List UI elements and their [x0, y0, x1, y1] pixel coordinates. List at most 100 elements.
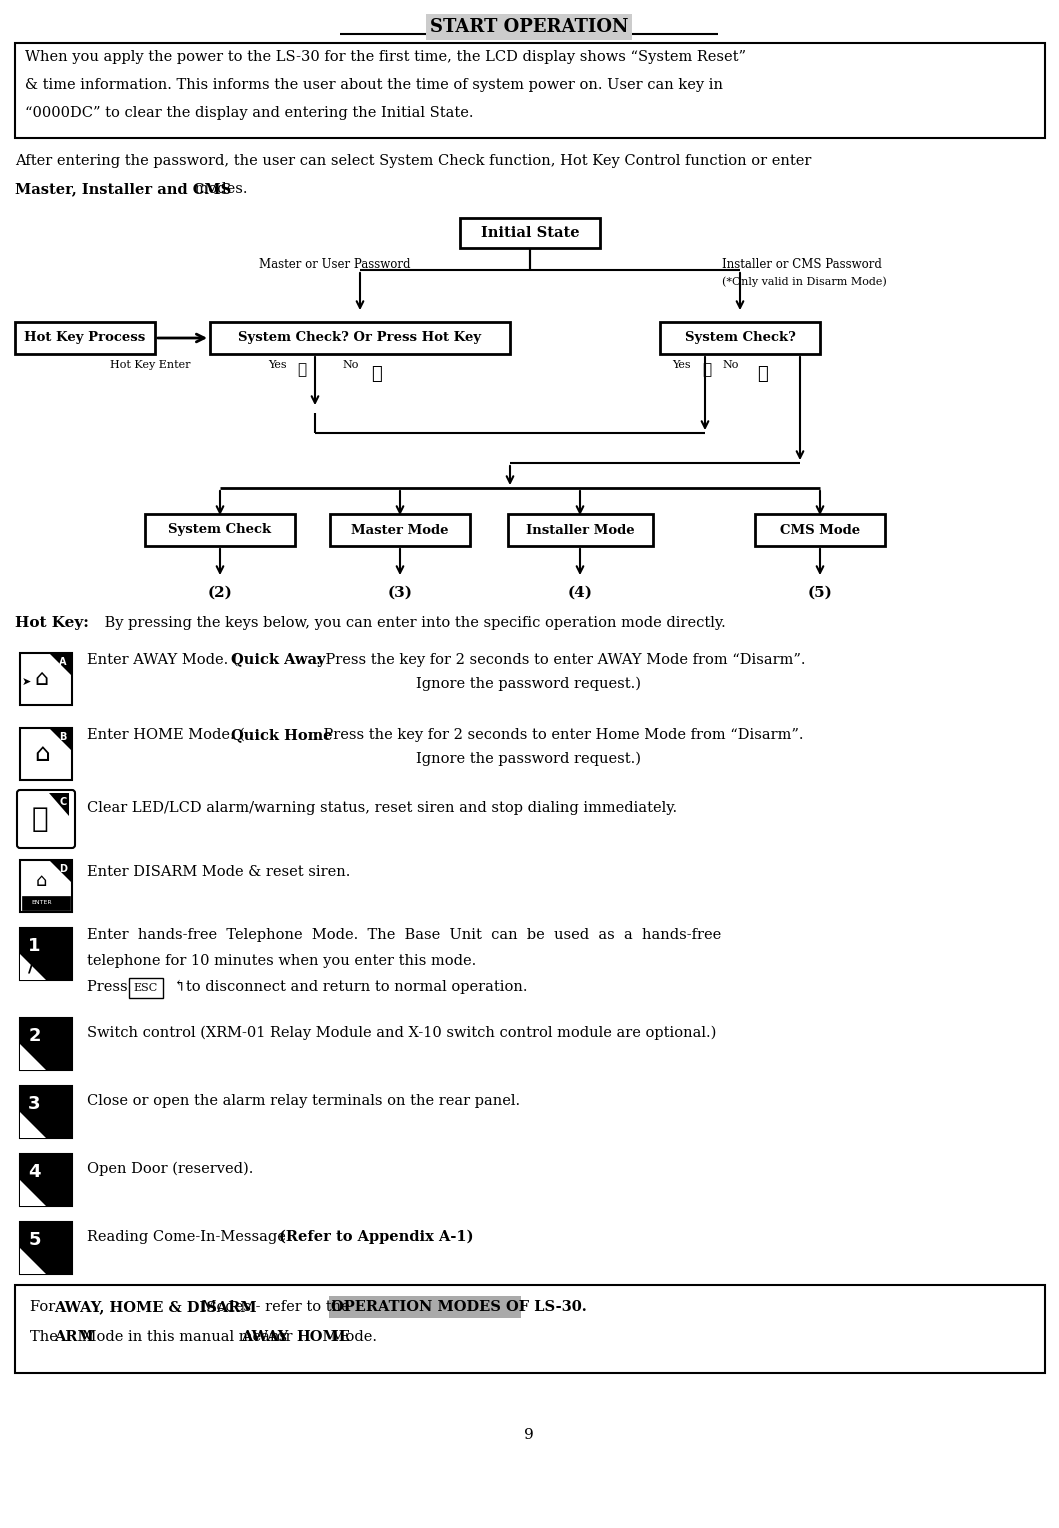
Text: ✘: ✘	[371, 365, 381, 384]
Text: OPERATION MODES OF LS-30.: OPERATION MODES OF LS-30.	[331, 1300, 587, 1314]
Text: ✓: ✓	[298, 364, 306, 377]
Text: By pressing the keys below, you can enter into the specific operation mode direc: By pressing the keys below, you can ente…	[100, 616, 725, 630]
Text: Hot Key:: Hot Key:	[15, 616, 89, 630]
Text: 1: 1	[29, 937, 41, 955]
Text: ↰to disconnect and return to normal operation.: ↰to disconnect and return to normal oper…	[169, 979, 527, 995]
Polygon shape	[20, 1112, 46, 1138]
Text: ⌂: ⌂	[35, 669, 49, 689]
Text: Enter  hands-free  Telephone  Mode.  The  Base  Unit  can  be  used  as  a  hand: Enter hands-free Telephone Mode. The Bas…	[87, 927, 721, 941]
Text: Switch control (XRM-01 Relay Module and X-10 switch control module are optional.: Switch control (XRM-01 Relay Module and …	[87, 1025, 716, 1041]
Text: C: C	[59, 798, 67, 807]
Polygon shape	[49, 727, 72, 752]
Text: Enter DISARM Mode & reset siren.: Enter DISARM Mode & reset siren.	[87, 865, 351, 879]
Text: The: The	[30, 1329, 62, 1345]
Text: Close or open the alarm relay terminals on the rear panel.: Close or open the alarm relay terminals …	[87, 1094, 520, 1108]
Text: Open Door (reserved).: Open Door (reserved).	[87, 1161, 253, 1177]
Text: : Press the key for 2 seconds to enter Home Mode from “Disarm”.: : Press the key for 2 seconds to enter H…	[315, 727, 804, 743]
Text: Press: Press	[87, 979, 132, 995]
Polygon shape	[20, 1044, 46, 1070]
Text: When you apply the power to the LS-30 for the first time, the LCD display shows : When you apply the power to the LS-30 fo…	[25, 50, 746, 64]
Text: or: or	[271, 1329, 297, 1345]
Text: Initial State: Initial State	[481, 226, 579, 240]
Text: START OPERATION: START OPERATION	[430, 18, 628, 37]
Bar	[15, 43, 1045, 138]
Polygon shape	[49, 652, 72, 677]
Text: Reading Come-In-Message: Reading Come-In-Message	[87, 1230, 290, 1244]
Bar	[15, 1285, 1045, 1374]
Text: ⏸: ⏸	[32, 805, 48, 833]
Text: Hot Key Enter: Hot Key Enter	[110, 361, 191, 370]
Text: Enter AWAY Mode. (: Enter AWAY Mode. (	[87, 652, 238, 668]
Text: telephone for 10 minutes when you enter this mode.: telephone for 10 minutes when you enter …	[87, 953, 477, 969]
Text: 5: 5	[29, 1232, 41, 1250]
Text: System Check? Or Press Hot Key: System Check? Or Press Hot Key	[238, 332, 482, 344]
Text: (5): (5)	[808, 587, 832, 601]
Text: 9: 9	[524, 1429, 534, 1442]
Polygon shape	[49, 860, 72, 883]
Bar	[20, 652, 72, 704]
Bar	[20, 1154, 72, 1206]
Bar	[20, 727, 72, 779]
Text: (*Only valid in Disarm Mode): (*Only valid in Disarm Mode)	[722, 277, 886, 287]
Bar	[15, 322, 155, 354]
Bar	[145, 513, 295, 545]
Text: Clear LED/LCD alarm/warning status, reset siren and stop dialing immediately.: Clear LED/LCD alarm/warning status, rese…	[87, 801, 677, 814]
Text: 3: 3	[29, 1096, 41, 1114]
Text: System Check: System Check	[168, 524, 271, 536]
Text: Installer Mode: Installer Mode	[525, 524, 634, 536]
Text: (4): (4)	[568, 587, 592, 601]
Bar	[20, 860, 72, 912]
Text: Quick Away: Quick Away	[231, 652, 325, 668]
Text: : Press the key for 2 seconds to enter AWAY Mode from “Disarm”.: : Press the key for 2 seconds to enter A…	[316, 652, 806, 668]
Text: A: A	[59, 657, 67, 668]
Text: Mode.: Mode.	[326, 1329, 377, 1345]
Text: ⌂: ⌂	[36, 872, 48, 889]
Text: ➤: ➤	[21, 677, 31, 686]
Text: HOME: HOME	[297, 1329, 349, 1345]
Text: Hot Key Process: Hot Key Process	[24, 332, 146, 344]
Text: Yes: Yes	[672, 361, 690, 370]
Bar	[460, 219, 600, 248]
Text: No: No	[722, 361, 738, 370]
Text: ENTER: ENTER	[32, 900, 52, 906]
Text: For: For	[30, 1300, 60, 1314]
Text: 4: 4	[29, 1163, 41, 1181]
Text: Mode in this manual means: Mode in this manual means	[77, 1329, 291, 1345]
Text: Modes - refer to the: Modes - refer to the	[197, 1300, 355, 1314]
Text: ARM: ARM	[54, 1329, 94, 1345]
Text: ✘: ✘	[756, 365, 768, 384]
FancyBboxPatch shape	[17, 790, 75, 848]
Text: B: B	[59, 732, 67, 743]
Text: (2): (2)	[208, 587, 232, 601]
Text: Ignore the password request.): Ignore the password request.)	[416, 677, 642, 691]
Text: Yes: Yes	[268, 361, 287, 370]
Text: (Refer to Appendix A-1): (Refer to Appendix A-1)	[279, 1230, 473, 1244]
Bar	[129, 978, 163, 998]
Bar	[330, 513, 470, 545]
Text: Master, Installer and CMS: Master, Installer and CMS	[15, 182, 231, 196]
Text: CMS Mode: CMS Mode	[779, 524, 860, 536]
Text: ✓: ✓	[702, 364, 712, 377]
Text: After entering the password, the user can select System Check function, Hot Key : After entering the password, the user ca…	[15, 154, 811, 168]
Text: D: D	[58, 865, 67, 874]
Polygon shape	[49, 793, 69, 816]
Bar	[20, 1222, 72, 1274]
Text: Installer or CMS Password: Installer or CMS Password	[722, 258, 882, 270]
Text: Enter HOME Mode. (: Enter HOME Mode. (	[87, 727, 245, 743]
Text: Master Mode: Master Mode	[352, 524, 449, 536]
Bar	[20, 927, 72, 979]
Text: “0000DC” to clear the display and entering the Initial State.: “0000DC” to clear the display and enteri…	[25, 105, 473, 121]
Text: & time information. This informs the user about the time of system power on. Use: & time information. This informs the use…	[25, 78, 723, 92]
Bar	[755, 513, 885, 545]
Bar	[22, 895, 70, 911]
Text: System Check?: System Check?	[684, 332, 795, 344]
Text: /: /	[28, 955, 35, 975]
Text: Ignore the password request.): Ignore the password request.)	[416, 752, 642, 767]
Text: AWAY: AWAY	[241, 1329, 289, 1345]
Text: modes.: modes.	[190, 182, 248, 196]
Text: Quick Home: Quick Home	[231, 727, 333, 743]
Text: Master or User Password: Master or User Password	[259, 258, 411, 270]
Polygon shape	[20, 1180, 46, 1206]
Text: AWAY, HOME & DISARM: AWAY, HOME & DISARM	[54, 1300, 257, 1314]
Text: 2: 2	[29, 1027, 41, 1045]
